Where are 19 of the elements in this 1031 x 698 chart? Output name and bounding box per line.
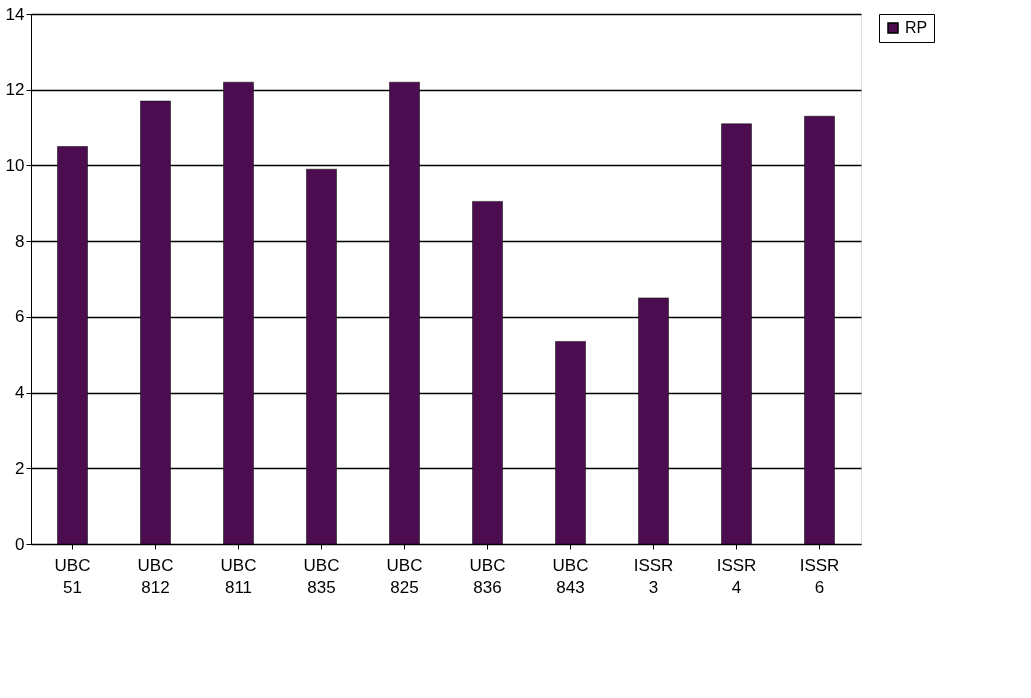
x-tick-label: UBC 836 <box>469 555 506 597</box>
y-tick-label: 14 <box>5 4 25 24</box>
y-tick-label: 8 <box>15 231 25 251</box>
x-tick-label: ISSR 6 <box>799 555 840 597</box>
x-tick-label: UBC 843 <box>552 555 589 597</box>
x-tick-label: UBC 812 <box>137 555 174 597</box>
x-tick-label: UBC 825 <box>386 555 423 597</box>
legend-label: RP <box>905 19 928 36</box>
x-tick-label: ISSR 3 <box>633 555 674 597</box>
x-tick-label: ISSR 4 <box>716 555 757 597</box>
y-tick-label: 12 <box>5 80 25 100</box>
x-tick-label: UBC 835 <box>303 555 340 597</box>
x-tick-label: UBC 811 <box>220 555 257 597</box>
x-tick-label: UBC 51 <box>54 555 91 597</box>
y-tick-label: 10 <box>5 155 25 175</box>
y-tick-label: 6 <box>15 307 25 327</box>
y-tick-label: 2 <box>15 458 25 478</box>
y-tick-label: 4 <box>15 383 25 403</box>
y-tick-label: 0 <box>15 534 25 554</box>
